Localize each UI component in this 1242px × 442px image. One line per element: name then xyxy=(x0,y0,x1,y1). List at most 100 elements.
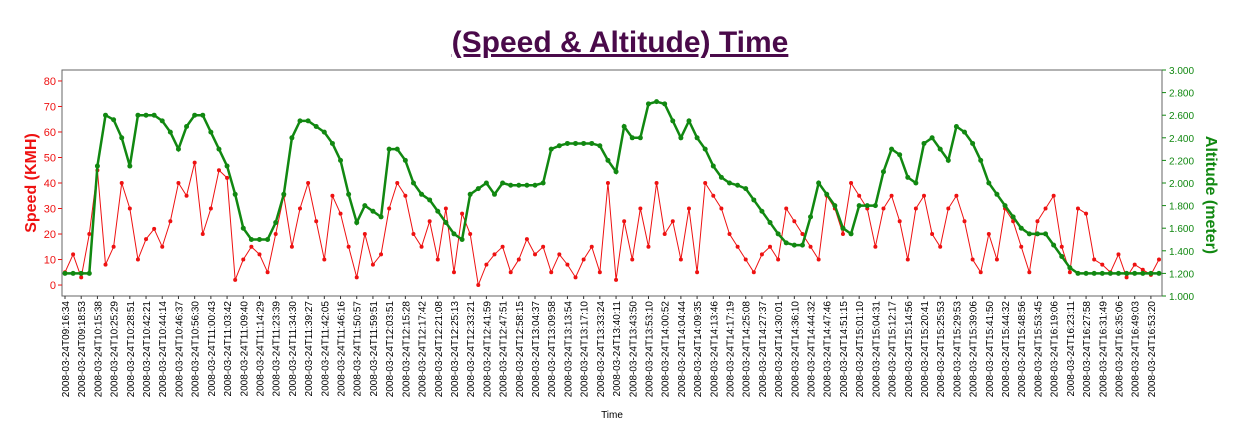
point xyxy=(370,208,376,214)
y-tick-label: 10 xyxy=(44,255,56,267)
x-tick-label: 2008-03-24T14:25:08 xyxy=(742,301,753,398)
point xyxy=(1075,270,1081,276)
point xyxy=(1132,270,1138,276)
point xyxy=(200,112,206,118)
point xyxy=(670,219,675,224)
point xyxy=(330,193,335,198)
point xyxy=(686,118,692,124)
point xyxy=(256,237,262,242)
point xyxy=(111,117,117,123)
y2-tick-label: 2.000 xyxy=(1169,179,1194,190)
x-tick-label: 2008-03-24T11:46:16 xyxy=(337,301,348,397)
point xyxy=(1084,211,1089,216)
point xyxy=(937,146,943,152)
x-tick-label: 2008-03-24T14:13:46 xyxy=(709,301,720,398)
point xyxy=(670,118,676,124)
x-tick-label: 2008-03-24T11:03:42 xyxy=(223,301,234,397)
point xyxy=(921,193,926,198)
y2-tick-label: 1.000 xyxy=(1169,292,1194,303)
point xyxy=(370,262,375,267)
point xyxy=(443,220,449,226)
x-tick-label: 2008-03-24T16:19:06 xyxy=(1050,301,1061,398)
point xyxy=(597,270,602,275)
point xyxy=(500,180,506,186)
point xyxy=(921,140,927,146)
x-tick-label: 2008-03-24T11:14:29 xyxy=(255,301,266,397)
x-tick-label: 2008-03-24T13:43:50 xyxy=(628,301,639,398)
point xyxy=(1051,193,1056,198)
point xyxy=(241,257,246,262)
point xyxy=(419,191,425,197)
point xyxy=(322,257,327,262)
point xyxy=(622,219,627,224)
point xyxy=(86,270,92,276)
point xyxy=(856,203,862,209)
point xyxy=(581,257,586,262)
point xyxy=(1051,242,1057,248)
point xyxy=(1091,270,1097,276)
point xyxy=(281,191,287,197)
chart-title: (Speed & Altitude) Time xyxy=(452,26,789,59)
point xyxy=(695,270,700,275)
point xyxy=(913,180,919,186)
point xyxy=(881,206,886,211)
x-tick-label: 2008-03-24T13:33:24 xyxy=(596,301,607,398)
x-tick-label: 2008-03-24T14:09:35 xyxy=(693,301,704,398)
point xyxy=(614,277,619,282)
point xyxy=(1116,252,1121,257)
point xyxy=(557,252,562,257)
point xyxy=(1124,275,1129,280)
point xyxy=(1092,257,1097,262)
point xyxy=(516,182,522,188)
point xyxy=(306,181,311,185)
point xyxy=(767,220,773,226)
point xyxy=(338,157,344,163)
point xyxy=(549,270,554,275)
point xyxy=(905,174,911,180)
point xyxy=(387,206,392,211)
point xyxy=(735,244,740,249)
x-tick-label: 2008-03-24T12:17:42 xyxy=(418,301,429,398)
x-tick-label: 2008-03-24T10:46:37 xyxy=(174,301,185,398)
point xyxy=(945,157,951,163)
point xyxy=(1034,231,1040,237)
x-tick-label: 2008-03-24T10:42:21 xyxy=(142,301,153,398)
point xyxy=(686,206,691,211)
point xyxy=(605,181,610,185)
point xyxy=(1107,270,1113,276)
x-tick-label: 2008-03-24T10:25:29 xyxy=(110,301,121,398)
point xyxy=(403,193,408,198)
x-tick-label: 2008-03-24T12:47:51 xyxy=(499,301,510,398)
point xyxy=(662,101,668,107)
point xyxy=(508,182,514,188)
point xyxy=(727,232,732,237)
point xyxy=(459,237,465,242)
point xyxy=(435,208,441,214)
point xyxy=(1067,270,1072,275)
point xyxy=(289,135,295,141)
x-tick-label: 2008-03-24T15:20:41 xyxy=(920,301,931,398)
y-tick-label: 80 xyxy=(44,76,56,88)
x-tick-label: 2008-03-24T15:01:10 xyxy=(855,301,866,398)
point xyxy=(743,186,749,192)
point xyxy=(532,182,538,188)
point xyxy=(540,180,546,186)
point xyxy=(298,206,303,211)
point xyxy=(168,219,173,224)
x-tick-label: 2008-03-24T11:50:57 xyxy=(353,301,364,397)
point xyxy=(573,275,578,280)
point xyxy=(637,135,643,141)
point xyxy=(897,219,902,224)
point xyxy=(1099,270,1105,276)
x-tick-label: 2008-03-24T11:00:43 xyxy=(207,301,218,397)
point xyxy=(654,99,660,105)
x-tick-label: 2008-03-24T14:27:37 xyxy=(758,301,769,398)
point xyxy=(289,244,294,249)
point xyxy=(533,252,538,257)
point xyxy=(78,270,84,276)
point xyxy=(889,146,895,152)
point xyxy=(491,191,497,197)
point xyxy=(541,244,546,249)
point xyxy=(476,283,481,288)
point xyxy=(483,180,489,186)
